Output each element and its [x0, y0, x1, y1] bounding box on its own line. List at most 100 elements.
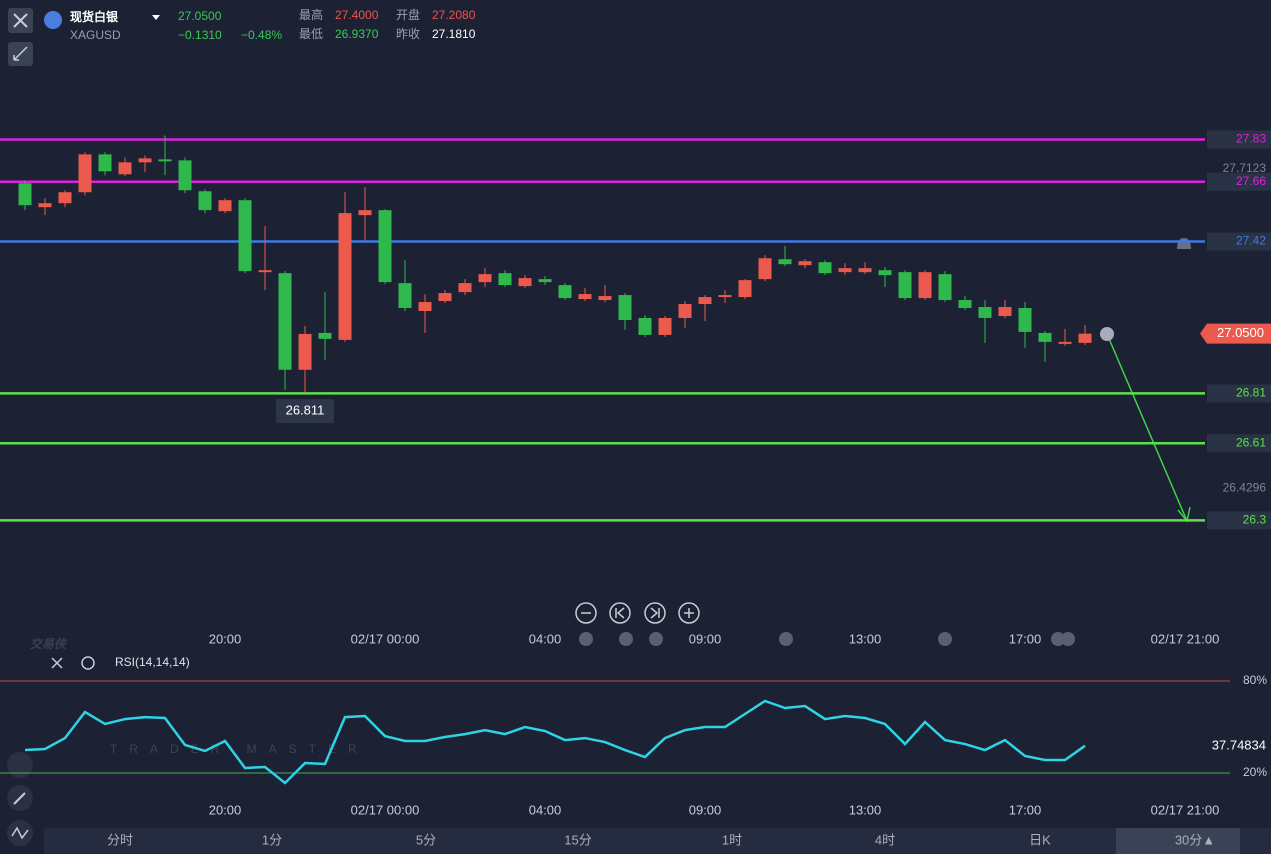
- x-tick-label: 20:00: [209, 631, 242, 646]
- price: 27.0500: [178, 9, 222, 23]
- level-label: 26.81: [1236, 386, 1266, 400]
- change: −0.1310: [178, 28, 222, 42]
- candle-body: [258, 270, 272, 273]
- level-label-box: [1207, 130, 1271, 149]
- level-label: 26.3: [1243, 513, 1267, 527]
- watermark: 交易侠 TRADER MASTER: [30, 637, 357, 756]
- toolbar-item[interactable]: 分时: [107, 832, 133, 847]
- x-tick-label: 17:00: [1009, 802, 1042, 817]
- stat-label: 开盘: [396, 7, 420, 22]
- level-label-box: [1207, 434, 1271, 453]
- level-label: 27.66: [1236, 174, 1266, 188]
- candle-body: [418, 302, 432, 312]
- x-tick-label: 04:00: [529, 802, 562, 817]
- x-tick-label: 02/17 21:00: [1151, 631, 1220, 646]
- stat-value: 27.4000: [335, 8, 379, 22]
- dropdown-icon[interactable]: [152, 15, 160, 20]
- candle-body: [378, 210, 392, 283]
- y-tick-label: 20%: [1243, 765, 1267, 779]
- x-tick-label: 02/17 21:00: [1151, 802, 1220, 817]
- candle-body: [298, 333, 312, 370]
- zoom-out[interactable]: [575, 602, 597, 624]
- candle-body: [678, 304, 692, 318]
- last-price-tag: [1200, 323, 1271, 344]
- info-icon[interactable]: [1100, 327, 1114, 341]
- stat-value: 27.2080: [432, 8, 476, 22]
- scroll-start[interactable]: [609, 602, 631, 624]
- candle-body: [198, 191, 212, 211]
- level-label: 26.61: [1236, 435, 1266, 449]
- low-annotation: 26.811: [286, 403, 325, 418]
- candle-body: [238, 200, 252, 272]
- candle-body: [778, 259, 792, 265]
- x-tick-label: 20:00: [209, 802, 242, 817]
- level-label-box: [1207, 232, 1271, 251]
- toolbar-item[interactable]: 4时: [875, 832, 895, 847]
- candle-body: [1058, 341, 1072, 344]
- symbol-code: XAGUSD: [70, 28, 121, 42]
- candle-body: [898, 272, 912, 299]
- level-label-box: [1207, 384, 1271, 403]
- logo: [44, 11, 62, 29]
- candle-body: [658, 317, 672, 335]
- indicator-title: RSI(14,14,14): [115, 655, 190, 669]
- toolbar-item[interactable]: 15分: [564, 832, 591, 847]
- candle-body: [438, 293, 452, 302]
- candle-body: [878, 270, 892, 276]
- tool-button[interactable]: [7, 752, 33, 778]
- level-label: 27.83: [1236, 132, 1266, 146]
- candle-body: [718, 295, 732, 298]
- level-label-box: [1207, 511, 1271, 530]
- candle-body: [98, 154, 112, 172]
- nav-buttons: [575, 602, 700, 624]
- candle-body: [478, 274, 492, 283]
- candle-body: [558, 285, 572, 299]
- candle-body: [178, 160, 192, 191]
- y-tick-label: 26.4296: [1223, 480, 1267, 494]
- candle-body: [278, 273, 292, 370]
- symbol-name[interactable]: 现货白银: [70, 9, 119, 24]
- toolbar-item[interactable]: 日K: [1029, 832, 1051, 847]
- scroll-end[interactable]: [644, 602, 666, 624]
- toolbar-item[interactable]: 1时: [722, 832, 742, 847]
- x-tick-label: 09:00: [689, 631, 722, 646]
- toolbar-item[interactable]: 5分: [416, 832, 436, 847]
- rsi-line: [24, 699, 1086, 785]
- x-tick-label: 13:00: [849, 631, 882, 646]
- candle-body: [538, 279, 552, 283]
- candle-body: [458, 283, 472, 293]
- y-tick-label: 80%: [1243, 673, 1267, 687]
- candle-body: [1038, 332, 1052, 342]
- x-tick-label: 09:00: [689, 802, 722, 817]
- candle-body: [618, 295, 632, 320]
- last-price-label: 27.0500: [1217, 325, 1264, 340]
- toolbar: [44, 828, 1271, 854]
- event-markers: [579, 632, 1075, 646]
- candle-body: [738, 280, 752, 298]
- rsi-tools: [51, 656, 95, 670]
- y-tick-label: 27.7123: [1223, 161, 1267, 175]
- candle-body: [918, 272, 932, 299]
- toolbar-item[interactable]: 30分▲: [1175, 832, 1215, 847]
- candle-body: [998, 307, 1012, 316]
- low-annotation-box: [276, 399, 334, 424]
- candle-body: [978, 307, 992, 318]
- candle-body: [398, 283, 412, 309]
- candle-body: [78, 154, 92, 193]
- candle-body: [518, 278, 532, 287]
- candle-body: [358, 210, 372, 216]
- toolbar-item[interactable]: 1分: [262, 832, 282, 847]
- candle-body: [138, 158, 152, 163]
- stat-label: 昨收: [396, 27, 420, 41]
- x-tick-label: 02/17 00:00: [351, 802, 420, 817]
- candle-body: [598, 296, 612, 301]
- toolbar-selected: [1116, 828, 1240, 854]
- candle-body: [18, 183, 32, 206]
- zoom-in[interactable]: [678, 602, 700, 624]
- candle-body: [1018, 308, 1032, 332]
- candle-body: [118, 162, 132, 175]
- candle-body: [338, 213, 352, 340]
- change-pct: −0.48%: [241, 28, 282, 42]
- candle-body: [838, 268, 852, 273]
